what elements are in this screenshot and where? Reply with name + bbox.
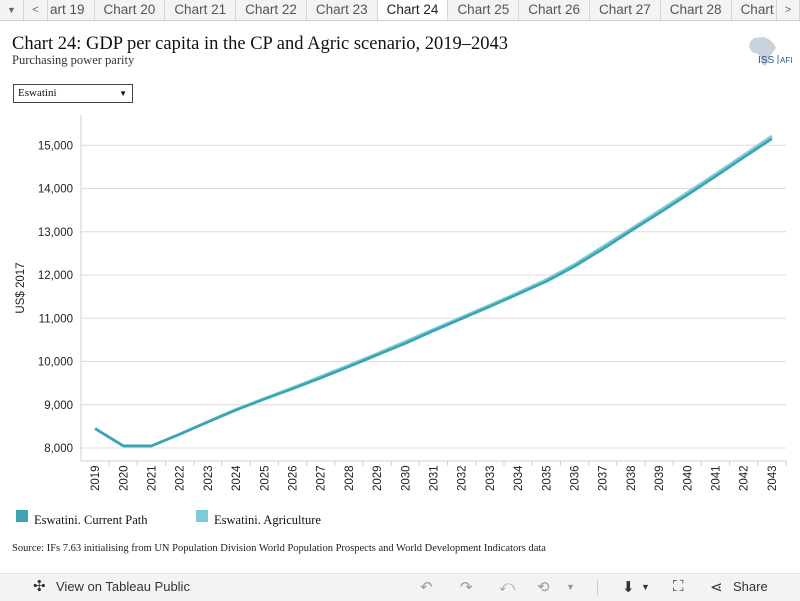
tab-chart-21[interactable]: Chart 21 — [165, 0, 237, 20]
x-tick-label: 2022 — [175, 465, 187, 491]
x-tick-label: 2021 — [147, 465, 159, 491]
tab-chart-24[interactable]: Chart 24 — [377, 0, 449, 20]
tab-chart-27[interactable]: Chart 27 — [590, 0, 661, 20]
share-button[interactable]: Share — [733, 579, 768, 594]
tab-next-button[interactable]: > — [776, 0, 800, 20]
toolbar-divider — [597, 580, 598, 595]
x-tick-label: 2034 — [513, 465, 525, 491]
logo-iss-text: ISS — [758, 55, 774, 66]
series-line-current-path — [94, 137, 773, 448]
tab-chart[interactable]: Chart — [732, 0, 776, 20]
download-icon[interactable]: ⬇ — [622, 579, 635, 596]
chevron-down-icon[interactable]: ▼ — [566, 582, 575, 592]
x-tick-label: 2030 — [400, 465, 412, 491]
x-tick-label: 2038 — [626, 465, 638, 491]
y-tick-label: 11,000 — [39, 313, 73, 325]
x-tick-label: 2043 — [767, 465, 779, 491]
legend-swatch — [196, 510, 208, 522]
tab-chart-20[interactable]: Chart 20 — [95, 0, 166, 20]
x-tick-label: 2020 — [118, 465, 130, 491]
view-on-tableau-link[interactable]: View on Tableau Public — [56, 579, 190, 594]
line-chart: 8,000 9,000 10,000 11,000 12,000 13,000 14,000… — [15, 115, 787, 491]
tableau-toolbar: ✣ View on Tableau Public ↶ ↷ ⤺ ⟲ ▼ ⬇ ▼ ⛶… — [0, 573, 800, 601]
dropdown-arrow-icon: ▼ — [119, 89, 127, 98]
refresh-icon[interactable]: ⟲ — [537, 579, 550, 596]
chevron-right-icon: > — [784, 4, 792, 16]
tab-chart-28[interactable]: Chart 28 — [661, 0, 732, 20]
y-tick-label: 15,000 — [38, 140, 73, 152]
x-tick-label: 2042 — [739, 465, 751, 491]
tab-chart-22[interactable]: Chart 22 — [236, 0, 307, 20]
y-tick-label: 14,000 — [38, 184, 73, 196]
undo-icon[interactable]: ↶ — [420, 579, 433, 596]
legend-swatch — [16, 510, 28, 522]
x-tick-label: 2023 — [203, 465, 215, 491]
redo-icon[interactable]: ↷ — [460, 579, 473, 596]
y-tick-label: 10,000 — [38, 357, 73, 369]
logo-afi-text: AFI — [780, 56, 792, 65]
x-tick-label: 2026 — [288, 465, 300, 491]
sheet-tab-bar: ▼ < art 19 Chart 20 Chart 21 Chart 22 Chart … — [0, 0, 800, 21]
chevron-down-icon[interactable]: ▼ — [641, 582, 650, 592]
x-tick-label: 2025 — [259, 465, 271, 491]
x-tick-label: 2040 — [682, 465, 694, 491]
country-select[interactable]: Eswatini ▼ — [13, 84, 133, 103]
chart-subtitle: Purchasing power parity — [12, 53, 135, 67]
legend-label: Eswatini. Agriculture — [214, 513, 321, 527]
tab-scroll-left-button[interactable]: ▼ — [0, 0, 24, 20]
tab-chart-26[interactable]: Chart 26 — [519, 0, 590, 20]
y-axis-label: US$ 2017 — [15, 262, 27, 313]
x-tick-label: 2029 — [372, 465, 384, 491]
x-tick-label: 2035 — [541, 465, 553, 491]
iss-africa-logo: ISS AFI — [749, 37, 792, 66]
x-tick-label: 2024 — [231, 465, 243, 491]
x-tick-label: 2019 — [90, 465, 102, 491]
y-tick-label: 12,000 — [38, 270, 73, 282]
x-tick-label: 2036 — [570, 465, 582, 491]
y-tick-label: 9,000 — [44, 400, 73, 412]
chevron-down-icon: ▼ — [7, 5, 16, 15]
x-tick-label: 2027 — [316, 465, 328, 491]
x-tick-label: 2037 — [598, 465, 610, 491]
tab-prev-button[interactable]: < — [24, 0, 48, 20]
tab-art-19[interactable]: art 19 — [48, 0, 95, 20]
revert-icon[interactable]: ⤺ — [499, 578, 516, 595]
sheet-tabs: art 19 Chart 20 Chart 21 Chart 22 Chart 23 Ch… — [48, 0, 776, 20]
country-select-value: Eswatini — [18, 87, 57, 99]
share-icon[interactable]: ⋖ — [710, 579, 723, 596]
tableau-logo-icon: ✣ — [33, 578, 46, 595]
x-tick-label: 2031 — [429, 465, 441, 491]
x-tick-label: 2028 — [344, 465, 356, 491]
tab-chart-23[interactable]: Chart 23 — [307, 0, 378, 20]
tab-chart-25[interactable]: Chart 25 — [448, 0, 520, 20]
x-tick-label: 2032 — [457, 465, 469, 491]
y-tick-label: 13,000 — [38, 227, 73, 239]
source-note: Source: IFs 7.63 initialising from UN Po… — [12, 543, 546, 554]
x-tick-label: 2041 — [711, 465, 723, 491]
y-tick-label: 8,000 — [44, 443, 73, 455]
series-line-agriculture — [94, 134, 773, 448]
chevron-left-icon: < — [32, 4, 39, 16]
x-tick-label: 2039 — [654, 465, 666, 491]
x-tick-label: 2033 — [485, 465, 497, 491]
fullscreen-icon[interactable]: ⛶ — [673, 578, 684, 595]
legend-label: Eswatini. Current Path — [34, 513, 148, 527]
chart-title: Chart 24: GDP per capita in the CP and A… — [12, 34, 508, 54]
